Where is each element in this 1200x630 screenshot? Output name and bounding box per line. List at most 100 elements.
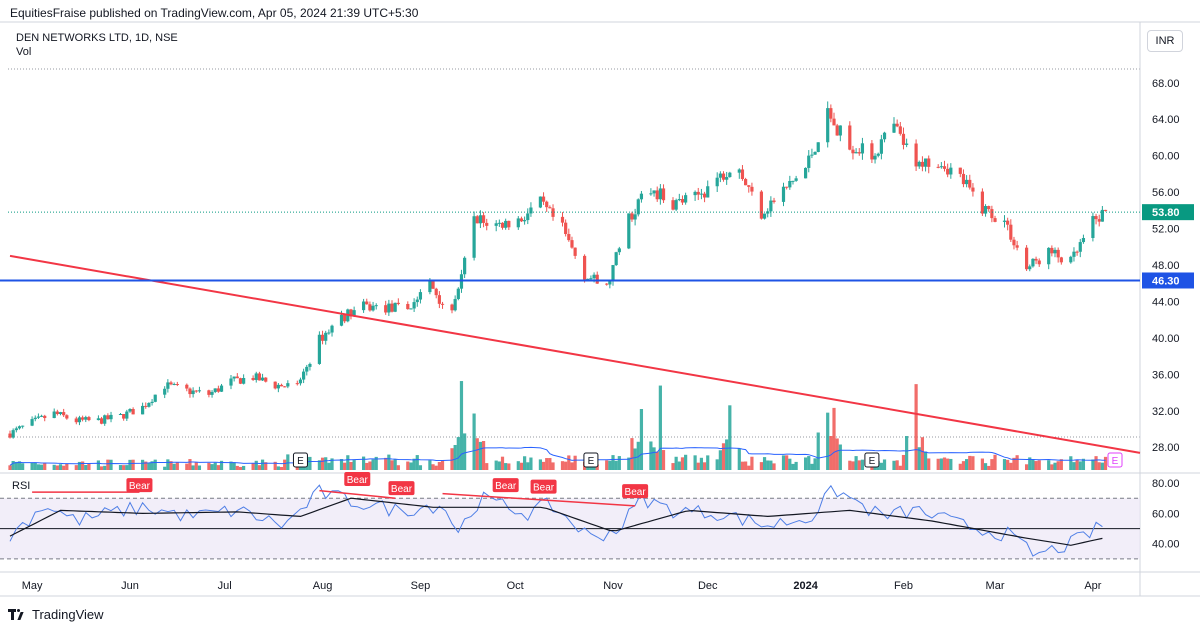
candle[interactable] [718,173,722,178]
candle[interactable] [33,417,37,420]
candle[interactable] [39,415,44,417]
candle[interactable] [649,193,653,195]
candle[interactable] [573,247,577,256]
candle[interactable] [1031,258,1035,267]
candle[interactable] [84,417,88,420]
candle[interactable] [150,401,154,403]
earnings-marker[interactable] [292,452,308,468]
candle[interactable] [816,142,820,152]
candle[interactable] [1002,220,1007,222]
candle[interactable] [30,419,34,426]
candle[interactable] [529,207,533,214]
candle[interactable] [987,206,991,210]
candle[interactable] [62,412,66,416]
candle[interactable] [661,188,666,201]
candle[interactable] [172,384,176,386]
candle[interactable] [219,385,224,392]
candle[interactable] [11,430,15,438]
candle[interactable] [794,178,798,181]
candle[interactable] [235,376,239,379]
candle[interactable] [538,196,542,208]
candle[interactable] [750,186,754,192]
candle[interactable] [901,133,906,145]
candle[interactable] [128,409,132,412]
candle[interactable] [586,278,590,280]
bear-label-box[interactable] [622,484,649,499]
candle[interactable] [636,199,640,215]
candle[interactable] [87,417,91,421]
bear-label[interactable]: Bear [625,487,647,498]
candle[interactable] [835,125,839,136]
candle[interactable] [949,167,953,175]
candle[interactable] [43,415,47,419]
candle[interactable] [545,201,549,208]
candle[interactable] [548,207,552,209]
candle[interactable] [655,190,659,200]
volume-label[interactable]: Vol [16,46,32,58]
candle[interactable] [595,274,599,284]
candle[interactable] [560,216,565,223]
candle[interactable] [191,390,195,395]
candle[interactable] [879,139,883,154]
candle[interactable] [983,206,988,214]
candle[interactable] [523,220,527,222]
candle[interactable] [141,405,145,415]
candle[interactable] [384,305,388,313]
candle[interactable] [14,428,18,431]
candle[interactable] [876,153,880,156]
candle[interactable] [627,213,631,249]
candle[interactable] [1015,245,1019,248]
candle[interactable] [936,166,940,168]
candle[interactable] [500,222,505,228]
candle[interactable] [914,143,918,167]
candle[interactable] [327,332,331,334]
candle[interactable] [1056,249,1060,258]
candle[interactable] [131,409,135,415]
candle[interactable] [1100,209,1104,222]
candle[interactable] [870,143,874,160]
bear-label-box[interactable] [492,478,519,493]
bear-label-box[interactable] [530,479,557,494]
candle[interactable] [65,415,69,419]
candle[interactable] [680,199,685,203]
candle[interactable] [169,382,173,385]
candle[interactable] [671,200,675,210]
currency-button[interactable]: INR [1147,30,1183,52]
candle[interactable] [194,390,198,392]
candle[interactable] [658,188,662,200]
candle[interactable] [990,209,994,219]
candle[interactable] [961,173,966,185]
candle[interactable] [958,167,962,174]
bear-label[interactable]: Bear [391,484,413,495]
bear-label-box[interactable] [344,472,371,487]
candle[interactable] [8,433,12,438]
candle[interactable] [257,373,262,381]
candle[interactable] [617,248,621,253]
tradingview-logo[interactable]: TradingView [8,607,104,622]
candle[interactable] [147,402,151,407]
candle[interactable] [456,288,460,300]
candle[interactable] [103,415,107,424]
candle[interactable] [52,411,56,419]
candle[interactable] [1075,251,1079,253]
candle[interactable] [453,299,457,311]
candle[interactable] [608,281,612,285]
bear-label[interactable]: Bear [533,483,555,494]
candle[interactable] [472,216,476,258]
candle[interactable] [1103,209,1108,211]
candle[interactable] [298,379,303,384]
candle[interactable] [324,332,328,341]
candle[interactable] [406,303,410,310]
candle[interactable] [242,378,246,384]
candle[interactable] [390,303,394,312]
candle[interactable] [564,222,568,235]
candle[interactable] [614,252,618,266]
candle[interactable] [696,191,700,195]
candle[interactable] [415,299,419,303]
candle[interactable] [1050,247,1054,254]
candle[interactable] [412,302,416,309]
candle[interactable] [74,418,78,423]
candle[interactable] [920,161,925,167]
candle[interactable] [497,222,501,224]
candle[interactable] [387,303,391,313]
